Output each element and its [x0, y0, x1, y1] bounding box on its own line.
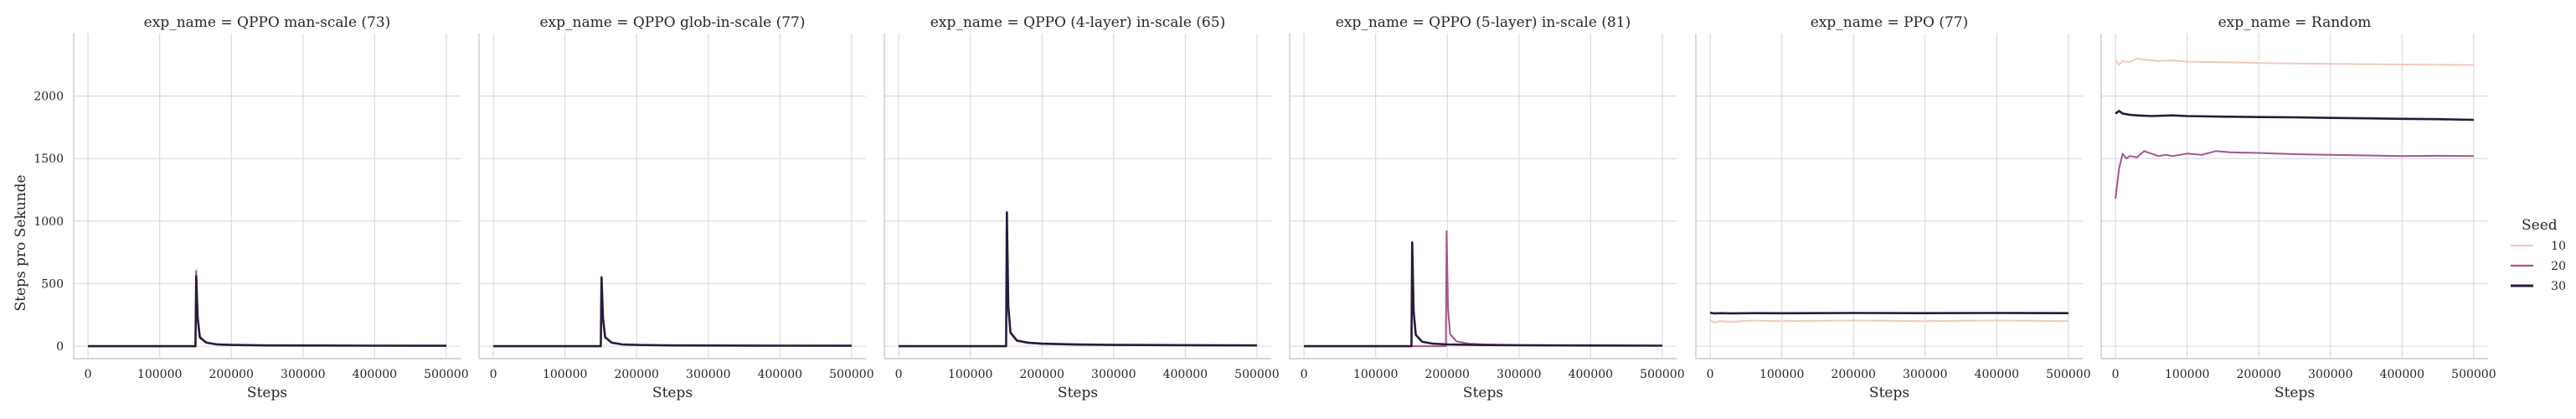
legend: Seed 10 20 30 [2511, 217, 2566, 293]
x-tick-label: 200000 [209, 368, 253, 381]
panel-5: 0 100000 200000 300000 400000 500000 Steps exp_… [1695, 14, 2091, 401]
x-tick-label: 500000 [2451, 368, 2496, 381]
x-tick-label: 300000 [686, 368, 730, 381]
x-tick-label: 200000 [1831, 368, 1875, 381]
series-line-seed-30 [88, 275, 446, 348]
x-tick-label: 0 [490, 368, 497, 381]
legend-label: 10 [2551, 240, 2566, 253]
x-tick-label: 300000 [1903, 368, 1947, 381]
x-axis-label: Steps [1058, 385, 1098, 401]
series-line-seed-10 [2115, 57, 2474, 66]
x-tick-label: 300000 [281, 368, 325, 381]
series-line-seed-10 [1304, 242, 1662, 348]
panel-title: exp_name = QPPO (4-layer) in-scale (65) [930, 14, 1225, 31]
x-axis-label: Steps [1463, 385, 1503, 401]
panel-title: exp_name = Random [2218, 14, 2372, 31]
panel-title: exp_name = QPPO glob-in-scale (77) [540, 14, 806, 31]
x-tick-label: 300000 [2308, 368, 2352, 381]
x-axis-label: Steps [247, 385, 287, 401]
x-tick-label: 200000 [2236, 368, 2280, 381]
panel-3: 0 100000 200000 300000 400000 500000 Steps exp_… [884, 14, 1280, 401]
x-tick-label: 100000 [1759, 368, 1804, 381]
x-tick-label: 100000 [948, 368, 992, 381]
series-line-seed-30 [2115, 110, 2474, 122]
panel-4: 0 100000 200000 300000 400000 500000 Steps exp_… [1289, 14, 1685, 401]
series-line-seed-10 [88, 267, 446, 348]
x-tick-label: 0 [895, 368, 903, 381]
x-tick-label: 500000 [1640, 368, 1684, 381]
x-tick-label: 300000 [1497, 368, 1541, 381]
series-line-seed-10 [1709, 318, 2069, 323]
x-axis-label: Steps [652, 385, 693, 401]
y-tick-label: 1500 [33, 153, 64, 166]
panel-title: exp_name = PPO (77) [1811, 14, 1968, 31]
x-tick-label: 100000 [543, 368, 587, 381]
series-line-seed-20 [899, 215, 1257, 348]
x-axis-label: Steps [2275, 385, 2315, 401]
x-tick-label: 0 [1707, 368, 1714, 381]
legend-title: Seed [2522, 217, 2558, 234]
series-line-seed-30 [493, 276, 852, 348]
panel-6: 0 100000 200000 300000 400000 500000 Steps exp_… [2100, 14, 2496, 401]
x-tick-label: 0 [1301, 368, 1308, 381]
legend-label: 30 [2551, 280, 2566, 293]
x-tick-label: 500000 [1234, 368, 1279, 381]
x-tick-label: 400000 [758, 368, 802, 381]
y-tick-label: 2000 [33, 91, 64, 104]
series-line-seed-30 [1304, 241, 1662, 348]
series-line-seed-10 [493, 275, 852, 348]
x-tick-label: 500000 [829, 368, 873, 381]
x-tick-label: 400000 [353, 368, 397, 381]
chart-panels: 0 100000 200000 300000 400000 500000050010001… [33, 14, 2496, 401]
x-tick-label: 400000 [1163, 368, 1208, 381]
x-axis-label: Steps [1869, 385, 1909, 401]
x-tick-label: 100000 [2165, 368, 2209, 381]
panel-title: exp_name = QPPO (5-layer) in-scale (81) [1336, 14, 1631, 31]
x-tick-label: 200000 [614, 368, 658, 381]
x-tick-label: 400000 [1569, 368, 1613, 381]
y-axis-label: Steps pro Sekunde [13, 174, 29, 311]
series-line-seed-20 [493, 277, 852, 348]
y-tick-label: 0 [56, 340, 64, 354]
y-tick-label: 500 [41, 277, 64, 291]
x-tick-label: 200000 [1425, 368, 1469, 381]
series-line-seed-20 [88, 270, 446, 348]
series-line-seed-30 [899, 211, 1257, 348]
legend-label: 20 [2551, 260, 2566, 273]
x-tick-label: 100000 [1353, 368, 1398, 381]
x-tick-label: 0 [2112, 368, 2120, 381]
x-tick-label: 300000 [1091, 368, 1136, 381]
series-line-seed-20 [1304, 230, 1662, 348]
x-tick-label: 0 [85, 368, 92, 381]
x-tick-label: 500000 [424, 368, 468, 381]
x-tick-label: 100000 [137, 368, 182, 381]
panel-1: 0 100000 200000 300000 400000 500000 0 500 1000 1… [33, 14, 468, 401]
panel-2: 0 100000 200000 300000 400000 500000 Steps exp_… [478, 14, 874, 401]
panel-title: exp_name = QPPO man-scale (73) [144, 14, 391, 31]
x-tick-label: 400000 [2380, 368, 2424, 381]
y-tick-label: 1000 [33, 215, 64, 229]
x-tick-label: 400000 [1975, 368, 2019, 381]
x-tick-label: 500000 [2046, 368, 2090, 381]
series-line-seed-20 [2115, 150, 2474, 199]
x-tick-label: 200000 [1019, 368, 1064, 381]
